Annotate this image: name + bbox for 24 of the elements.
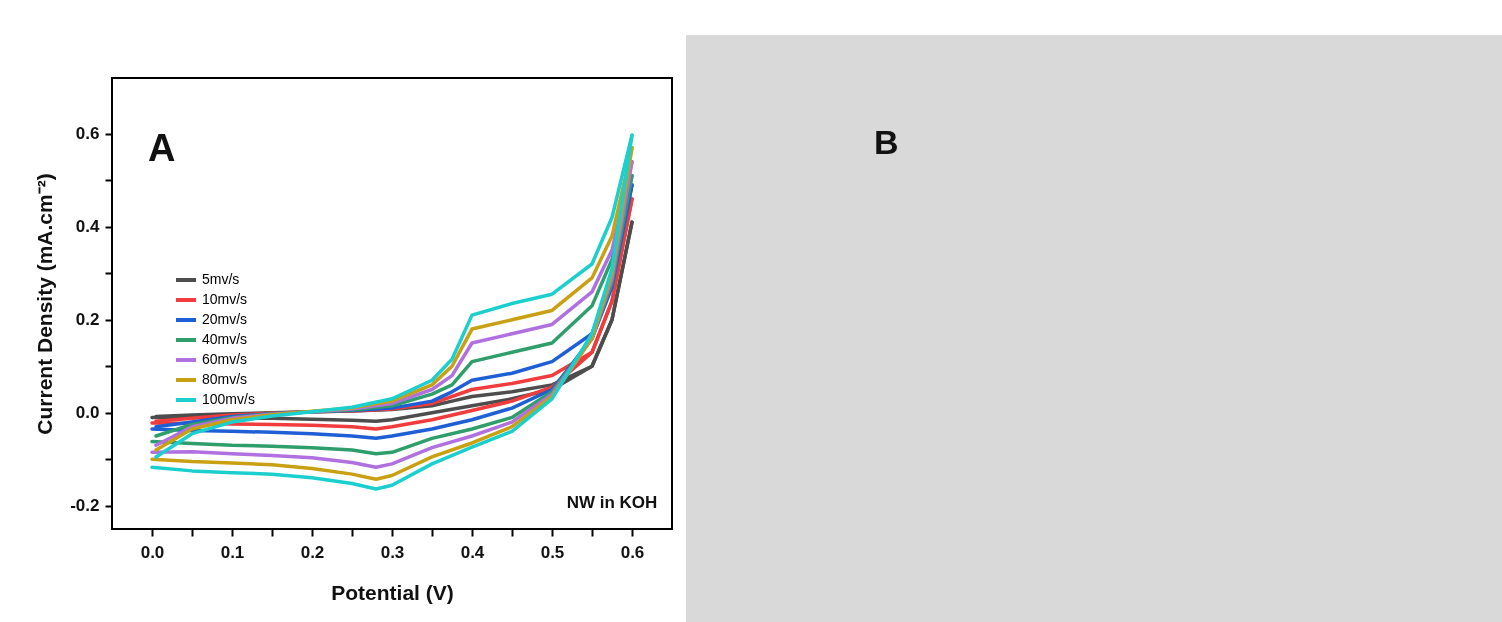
x-tick-label: 0.0 xyxy=(140,542,165,562)
x-tick-label: 0.2 xyxy=(300,542,325,562)
legend-label: 5mv/s xyxy=(202,271,240,287)
annotation: A xyxy=(148,127,176,169)
annotation: NW in KOH xyxy=(566,493,658,512)
legend-label: 80mv/s xyxy=(202,371,248,387)
y-axis-title: Current Density (mA.cm⁻²) xyxy=(33,173,57,435)
x-tick-label: 0.5 xyxy=(540,542,565,562)
legend-label: 40mv/s xyxy=(202,331,248,347)
legend-label: 20mv/s xyxy=(202,311,248,327)
x-tick-label: 0.3 xyxy=(380,542,405,562)
x-tick-label: 0.1 xyxy=(220,542,245,562)
y-tick-label: 0.2 xyxy=(75,310,100,330)
x-tick-label: 0.4 xyxy=(460,542,485,562)
text: B xyxy=(874,123,899,162)
x-axis-title: Potential (V) xyxy=(331,580,454,604)
legend-label: 60mv/s xyxy=(202,351,248,367)
legend-label: 100mv/s xyxy=(202,391,255,407)
y-tick-label: -0.2 xyxy=(70,496,100,516)
legend-label: 10mv/s xyxy=(202,291,248,307)
x-tick-label: 0.6 xyxy=(620,542,645,562)
y-tick-label: 0.0 xyxy=(75,403,100,423)
y-tick-label: 0.4 xyxy=(75,217,101,237)
y-tick-label: 0.6 xyxy=(75,124,100,144)
